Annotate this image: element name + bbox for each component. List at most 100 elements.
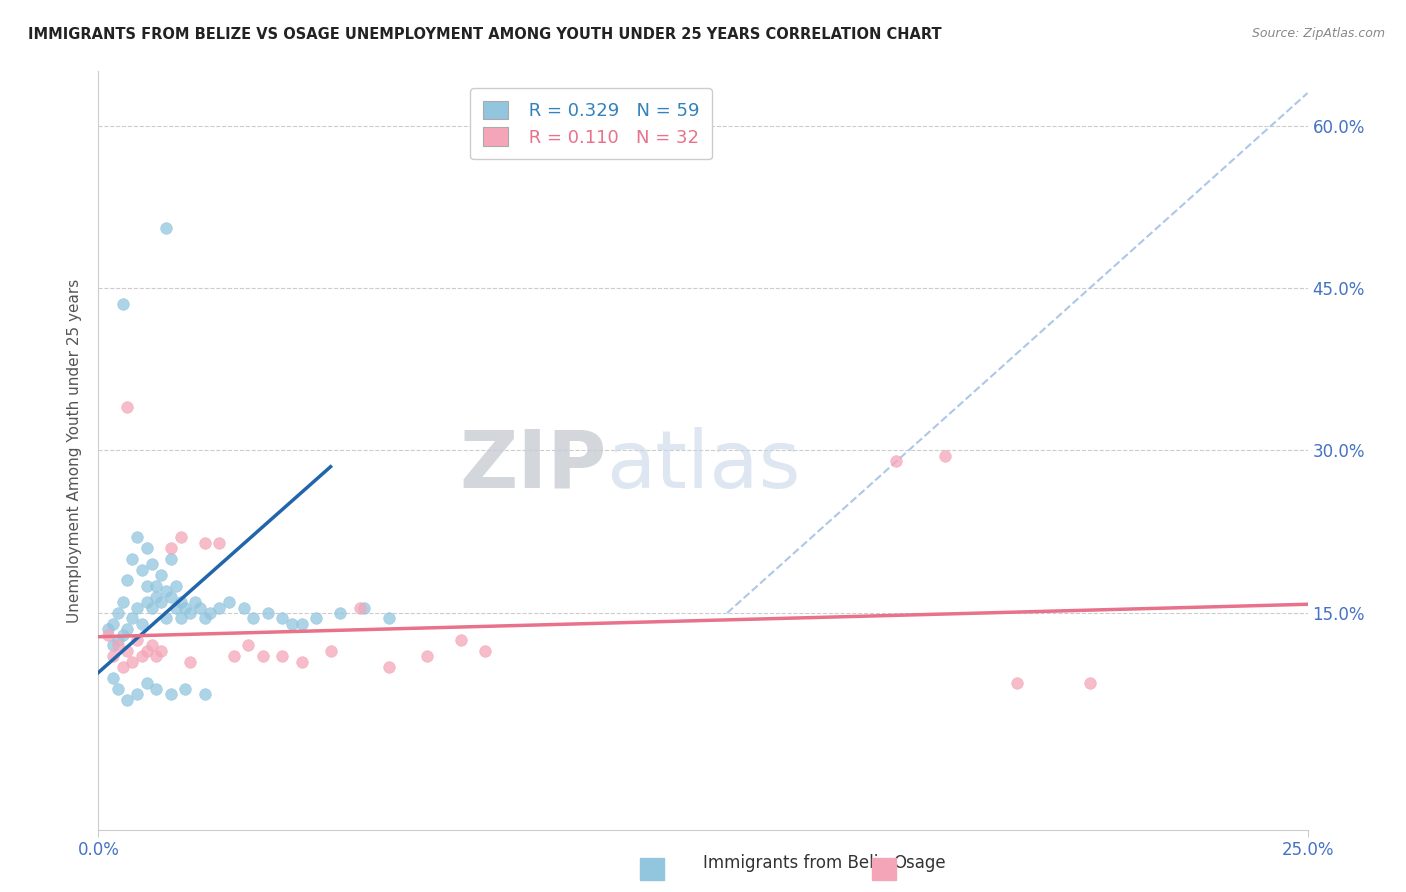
Point xyxy=(256,606,278,620)
Point xyxy=(194,687,217,701)
Point xyxy=(131,563,153,577)
Point xyxy=(141,557,163,572)
Point xyxy=(169,611,191,625)
Point xyxy=(218,595,240,609)
Point xyxy=(127,687,149,701)
Point xyxy=(188,600,211,615)
Point xyxy=(111,595,134,609)
Point xyxy=(194,611,217,625)
Text: Osage: Osage xyxy=(893,855,945,872)
Point xyxy=(135,579,157,593)
Point xyxy=(145,579,167,593)
Point xyxy=(107,639,129,653)
Point xyxy=(141,639,163,653)
Point xyxy=(208,600,231,615)
Point xyxy=(165,600,187,615)
Point xyxy=(377,660,399,674)
Point xyxy=(281,616,304,631)
Point xyxy=(107,606,129,620)
Point xyxy=(150,568,173,582)
Point xyxy=(1078,676,1101,690)
Point xyxy=(319,644,342,658)
Point xyxy=(155,611,177,625)
Point xyxy=(117,692,139,706)
Point xyxy=(101,639,124,653)
Point xyxy=(127,633,149,648)
Point xyxy=(135,595,157,609)
Point xyxy=(238,639,260,653)
Text: Immigrants from Belize: Immigrants from Belize xyxy=(703,855,897,872)
Point xyxy=(107,681,129,696)
Point xyxy=(305,611,328,625)
Point xyxy=(349,600,371,615)
Y-axis label: Unemployment Among Youth under 25 years: Unemployment Among Youth under 25 years xyxy=(67,278,83,623)
Point xyxy=(174,681,197,696)
Point xyxy=(101,649,124,664)
Text: Source: ZipAtlas.com: Source: ZipAtlas.com xyxy=(1251,27,1385,40)
Point xyxy=(150,595,173,609)
Point xyxy=(155,584,177,599)
Point xyxy=(377,611,399,625)
Point xyxy=(111,660,134,674)
Point xyxy=(127,530,149,544)
Point xyxy=(121,551,143,566)
Text: atlas: atlas xyxy=(606,426,800,505)
Point xyxy=(145,681,167,696)
Point xyxy=(111,297,134,311)
Point xyxy=(131,616,153,631)
Point xyxy=(242,611,264,625)
Point xyxy=(97,622,120,636)
Text: IMMIGRANTS FROM BELIZE VS OSAGE UNEMPLOYMENT AMONG YOUTH UNDER 25 YEARS CORRELAT: IMMIGRANTS FROM BELIZE VS OSAGE UNEMPLOY… xyxy=(28,27,942,42)
Point xyxy=(198,606,221,620)
Point xyxy=(232,600,254,615)
Point xyxy=(121,655,143,669)
Point xyxy=(179,606,201,620)
Point xyxy=(135,644,157,658)
Point xyxy=(271,649,294,664)
Point xyxy=(1007,676,1029,690)
Point xyxy=(252,649,274,664)
Point xyxy=(117,622,139,636)
Point xyxy=(97,627,120,641)
Point xyxy=(141,600,163,615)
Point xyxy=(450,633,472,648)
Point xyxy=(135,541,157,555)
Point xyxy=(169,595,191,609)
Point xyxy=(169,530,191,544)
Point xyxy=(160,551,183,566)
Point xyxy=(160,541,183,555)
Point xyxy=(117,574,139,588)
Point xyxy=(117,644,139,658)
Point xyxy=(353,600,375,615)
Point xyxy=(934,449,956,463)
Point xyxy=(194,535,217,549)
Point xyxy=(208,535,231,549)
Legend:  R = 0.329   N = 59,  R = 0.110   N = 32: R = 0.329 N = 59, R = 0.110 N = 32 xyxy=(470,88,711,159)
Point xyxy=(160,590,183,604)
Point xyxy=(174,600,197,615)
Point xyxy=(222,649,245,664)
Point xyxy=(290,616,312,631)
Point xyxy=(107,633,129,648)
Point xyxy=(179,655,201,669)
Point xyxy=(111,627,134,641)
Point xyxy=(155,221,177,235)
Point xyxy=(145,649,167,664)
Point xyxy=(474,644,496,658)
Text: ZIP: ZIP xyxy=(458,426,606,505)
Point xyxy=(135,676,157,690)
Point xyxy=(271,611,294,625)
Point xyxy=(101,616,124,631)
Point xyxy=(329,606,352,620)
Point xyxy=(121,611,143,625)
Point xyxy=(165,579,187,593)
Point xyxy=(886,454,908,468)
Point xyxy=(150,644,173,658)
Point xyxy=(117,400,139,414)
Point xyxy=(127,600,149,615)
Point xyxy=(290,655,312,669)
Point xyxy=(160,687,183,701)
Point xyxy=(101,671,124,685)
Point xyxy=(131,649,153,664)
Point xyxy=(184,595,207,609)
